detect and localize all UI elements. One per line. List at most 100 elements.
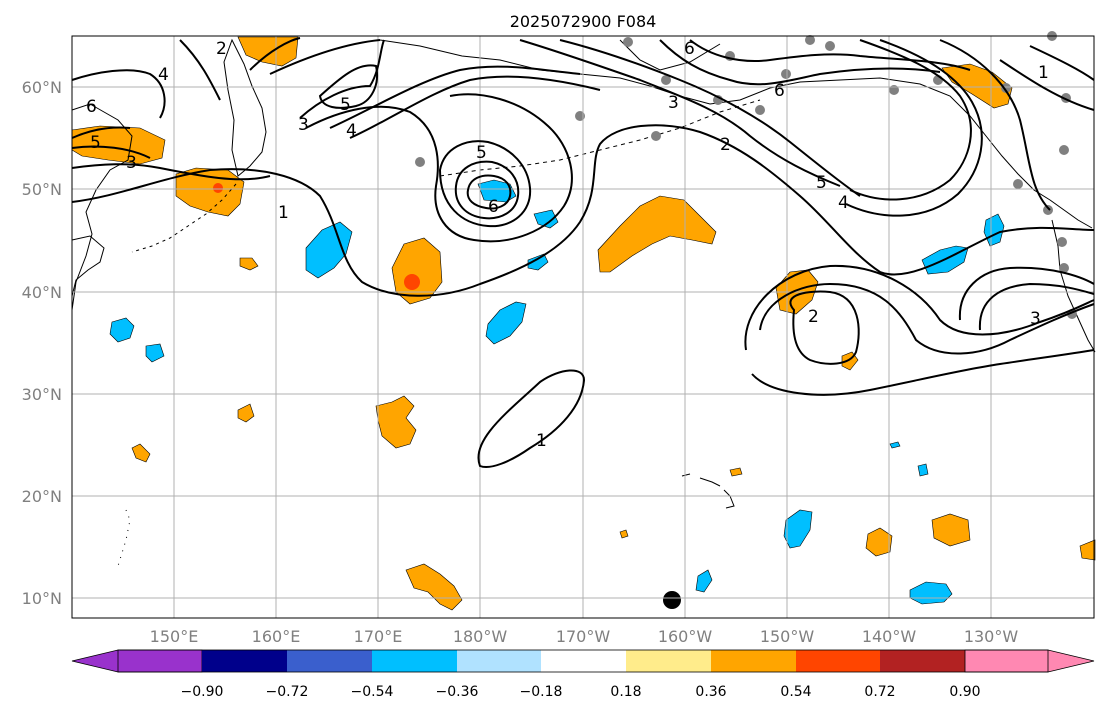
contour-line [559,39,861,197]
contour-label: 5 [476,143,487,163]
station-dot [661,75,671,85]
contour-label: 4 [158,65,169,85]
contour-line [744,264,1095,351]
north-america-coast [1051,219,1096,353]
graticule [72,36,1094,618]
contour-label: 6 [684,39,695,59]
hawaii-islands [681,473,735,509]
negative-region [527,253,549,271]
negative-region [889,441,901,449]
contour-line [751,349,1095,396]
colorbar-tick-label: −0.18 [520,684,563,700]
positive-region [375,395,417,449]
storm-center-marker [663,591,681,609]
longitude-label: 140°W [862,627,917,646]
station-dot [651,131,661,141]
longitude-label: 160°W [658,627,713,646]
positive-region [619,529,629,539]
colorbar-segment [541,650,626,672]
contour-line [958,266,1095,321]
colorbar-tick-label: −0.90 [181,684,224,700]
contour-line [318,64,378,109]
contour-label: 6 [488,197,499,217]
contour-line [299,39,385,119]
colorbar-tick-label: 0.36 [695,684,726,700]
longitude-label: 160°E [252,627,301,646]
alaska-inner-coast [619,39,721,71]
contour-label: 1 [1038,63,1049,83]
longitude-label: 170°E [354,627,403,646]
contour-line [454,160,520,220]
positive-region [391,237,443,305]
colorbar-tick-label: 0.18 [610,684,641,700]
map-title: 2025072900 F084 [510,12,657,31]
station-dot [805,35,815,45]
contour-line [477,369,586,468]
positive-region [405,563,463,611]
positive-region [239,257,259,271]
aleutian-islands [439,99,761,177]
pacific-atolls [117,509,131,567]
contour-line [519,39,841,187]
negative-region [909,581,953,605]
negative-region [983,213,1005,247]
negative-region [917,463,929,477]
station-dot [1013,179,1023,189]
latitude-label: 10°N [22,589,62,608]
contour-label: 1 [536,431,547,451]
negative-region [109,317,135,343]
station-dot [623,37,633,47]
station-dot [825,41,835,51]
station-dot [755,105,765,115]
station-dot [1001,83,1011,93]
negative-region [783,509,813,549]
colorbar-segment [796,650,880,672]
contour-line [759,282,1095,355]
latitude-label: 60°N [22,78,62,97]
contour-line [71,126,131,139]
station-dot [415,157,425,167]
colorbar-segment [202,650,287,672]
colorbar-tick-label: −0.54 [351,684,394,700]
contour-label: 6 [774,81,785,101]
contour-line [1029,45,1095,81]
contour-line [249,37,301,71]
negative-region [145,343,165,363]
contour-line [71,145,151,159]
contour-label: 4 [838,193,849,213]
contour-line [179,39,221,101]
contour-line [999,59,1095,111]
contour-line [438,140,532,228]
contour-line [689,39,971,71]
contour-line [71,124,1095,297]
latitude-label: 50°N [22,180,62,199]
kamchatka-coastline [223,38,267,177]
station-dot [1059,145,1069,155]
japan-coastline [71,235,105,297]
contour-line [849,39,972,201]
contour-line [329,65,581,129]
longitude-label: 170°W [556,627,611,646]
colorbar-segment [711,650,796,672]
colorbar-segment [880,650,965,672]
negative-region [695,569,713,593]
latitude-axis: 10°N 20°N 30°N 40°N 50°N 60°N [22,78,62,608]
colorbar-segment [457,650,541,672]
latitude-label: 40°N [22,283,62,302]
colorbar-tick-label: 0.72 [864,684,895,700]
contour-label: 5 [340,95,351,115]
contour-label: 3 [298,115,309,135]
contour-label: 4 [346,121,357,141]
colorbar-tick-label: 0.90 [949,684,980,700]
negative-region [533,209,559,229]
positive-region [131,443,151,463]
contour-label: 5 [90,133,101,153]
station-dot [781,69,791,79]
contour-line [466,174,512,210]
strong-positive-region [404,274,420,290]
contour-line [305,93,573,243]
colorbar-low-extend [71,649,203,673]
station-dot [1057,237,1067,247]
